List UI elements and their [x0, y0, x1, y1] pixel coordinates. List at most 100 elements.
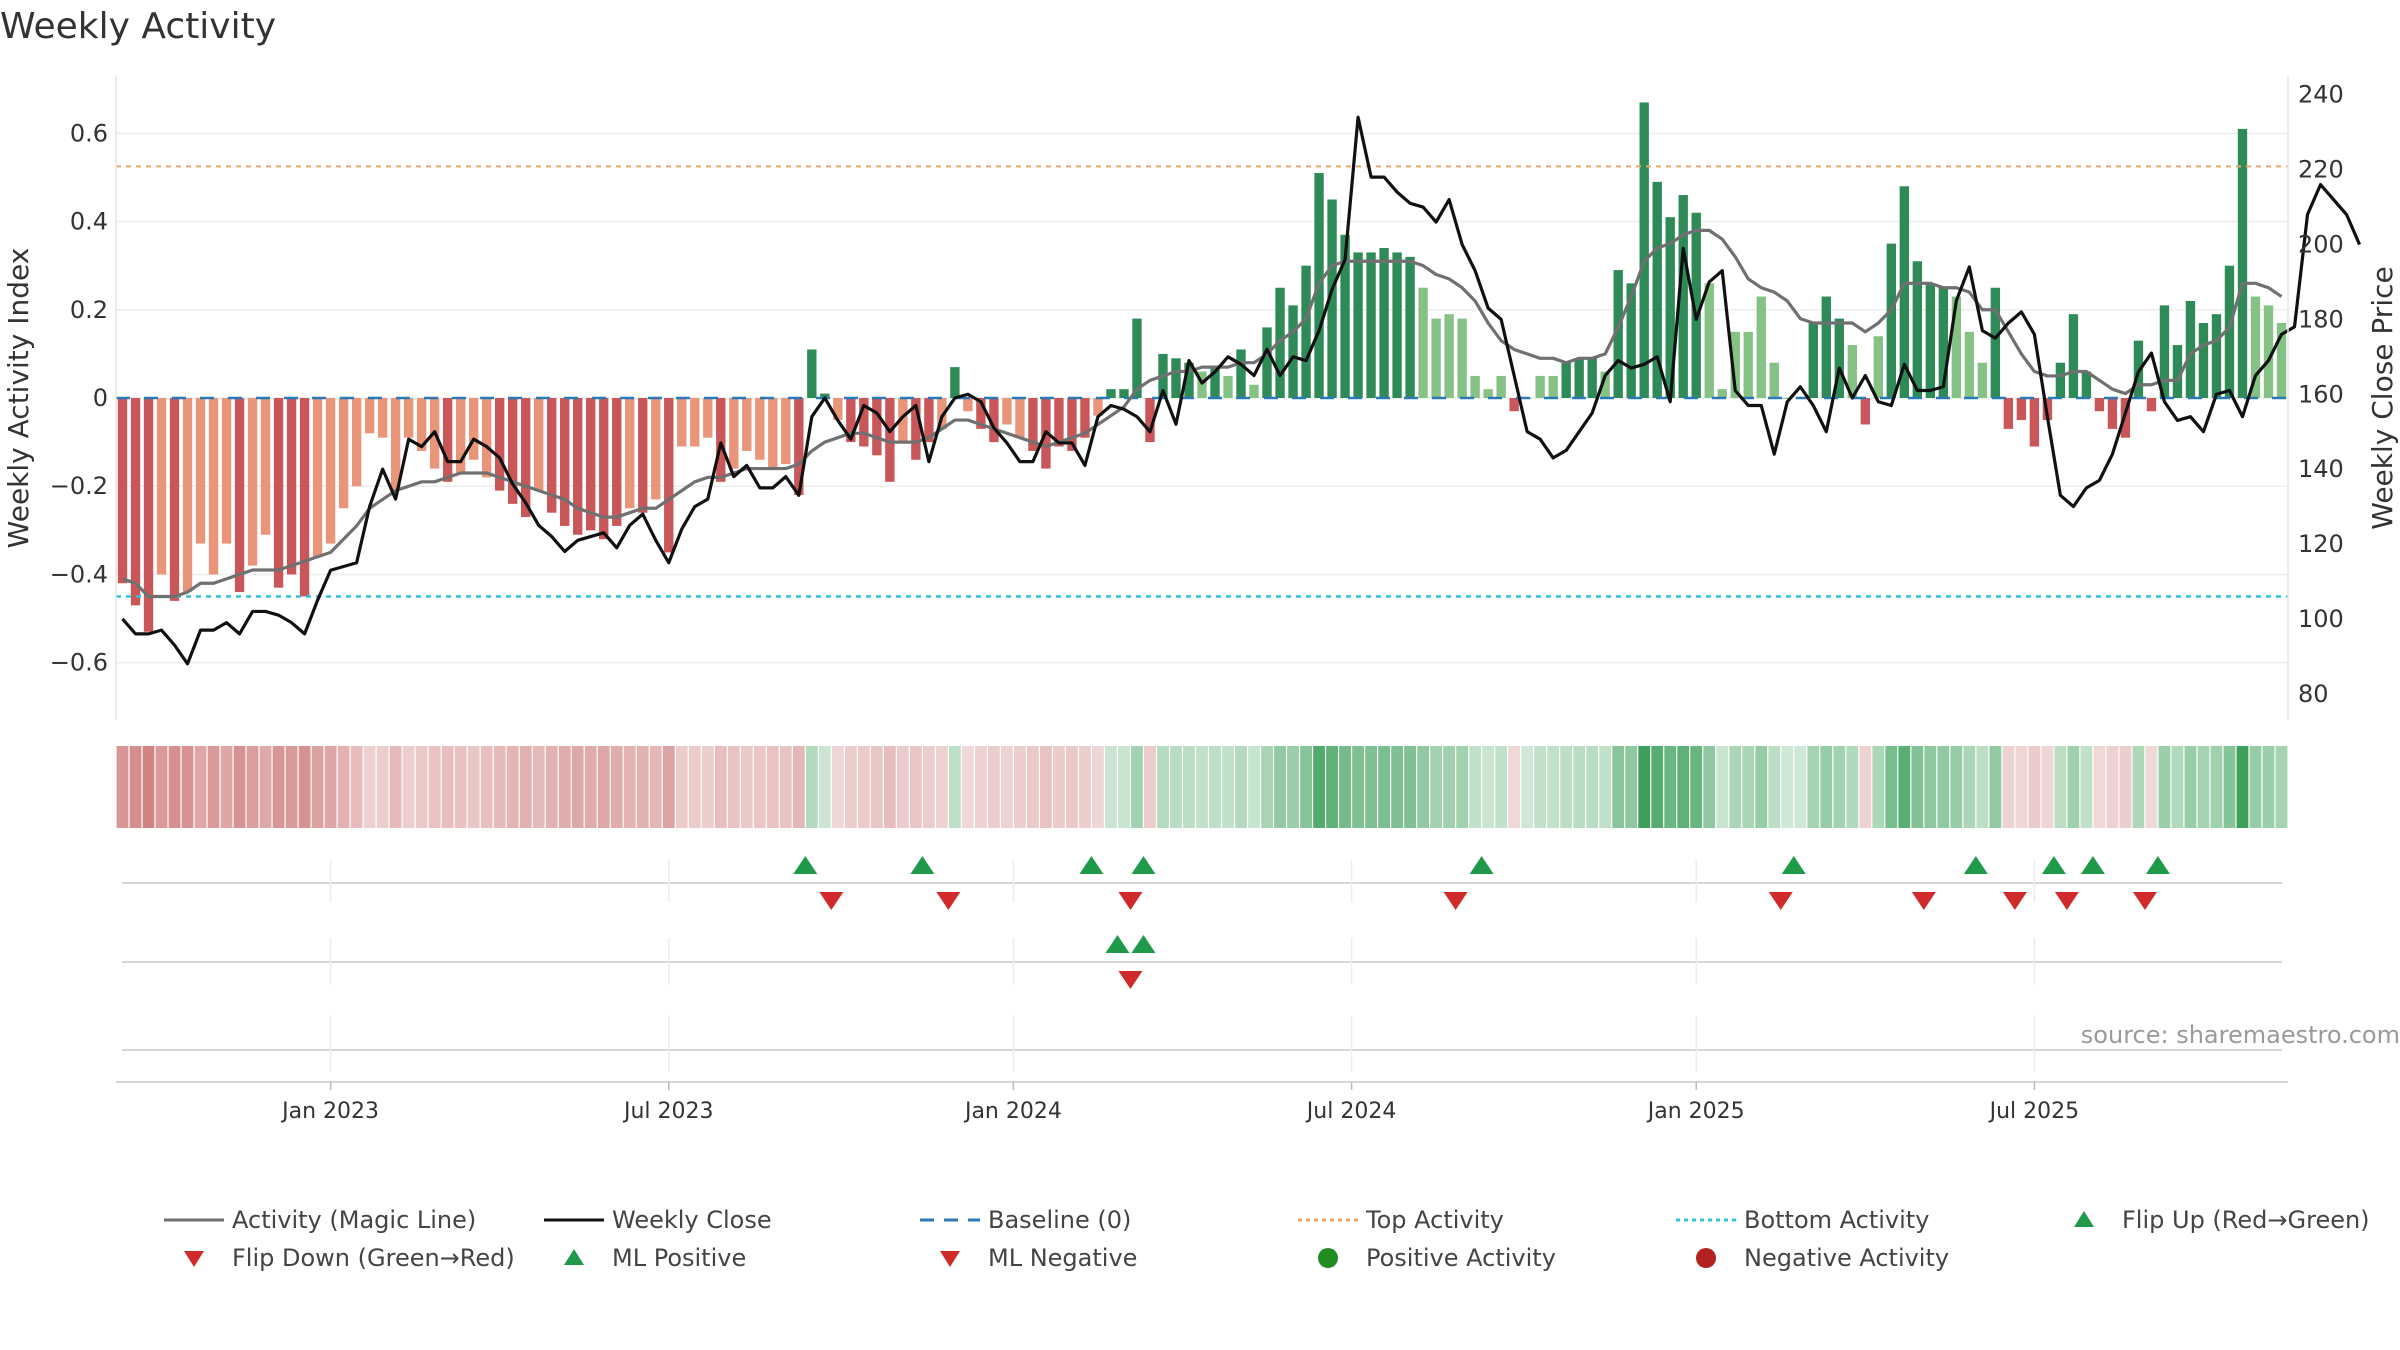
- activity-bar: [898, 398, 908, 443]
- activity-bar: [1639, 102, 1649, 398]
- legend-negative-activity-label: Negative Activity: [1744, 1244, 1950, 1272]
- heat-cell: [285, 746, 298, 828]
- activity-bar: [1210, 367, 1220, 398]
- activity-bar: [794, 398, 804, 496]
- heat-cell: [1430, 746, 1443, 828]
- activity-bar: [508, 398, 518, 504]
- activity-bar: [1002, 398, 1012, 425]
- series-lines: [121, 115, 2362, 666]
- y-right-tick-label: 220: [2298, 156, 2344, 184]
- flip-up-marker: [2041, 856, 2066, 874]
- heat-cell: [1651, 746, 1664, 828]
- activity-bar: [820, 393, 830, 398]
- ml-positive-marker: [1131, 935, 1156, 953]
- heat-cell: [1755, 746, 1768, 828]
- heat-cell: [883, 746, 896, 828]
- x-axis: Jan 2023 Jul 2023 Jan 2024 Jul 2024 Jan 2025…: [116, 1081, 2288, 1124]
- y-right-tick-label: 120: [2298, 530, 2344, 558]
- activity-bar: [1821, 296, 1831, 398]
- activity-bar: [286, 398, 297, 575]
- heat-cell: [1560, 746, 1573, 828]
- activity-bar: [182, 398, 193, 593]
- heat-cell: [2210, 746, 2223, 828]
- flip-down-marker: [819, 892, 844, 910]
- activity-bar: [1717, 389, 1727, 398]
- heat-cell: [1417, 746, 1430, 828]
- activity-bar: [1561, 362, 1571, 398]
- heat-cell: [610, 746, 623, 828]
- legend-baseline-swatch: [920, 1218, 980, 1222]
- heat-cell: [2054, 746, 2067, 828]
- legend-top-activity-swatch: [1298, 1218, 1358, 1222]
- flip-up-marker: [793, 856, 818, 874]
- activity-bar: [1769, 362, 1779, 398]
- heat-cell: [1989, 746, 2002, 828]
- heat-cell: [831, 746, 844, 828]
- activity-bar: [2055, 362, 2066, 398]
- activity-bar: [1873, 336, 1883, 398]
- heat-cell: [636, 746, 649, 828]
- y-left-tick-label: 0.6: [70, 119, 108, 147]
- heat-cell: [1872, 746, 1885, 828]
- legend-magic-line: Activity (Magic Line): [160, 1205, 476, 1235]
- y-left-axis-title: Weekly Activity Index: [2, 248, 35, 549]
- legend-flip-down: Flip Down (Green→Red): [160, 1243, 515, 1273]
- activity-bar: [273, 398, 284, 588]
- legend-bottom-activity-swatch: [1676, 1218, 1736, 1222]
- heat-cell: [1950, 746, 1963, 828]
- activity-bar: [976, 398, 986, 429]
- heat-cell: [1040, 746, 1052, 828]
- heat-cell: [1495, 746, 1508, 828]
- heat-cell: [1846, 746, 1859, 828]
- activity-bar: [963, 398, 973, 412]
- heat-cell: [688, 746, 701, 828]
- activity-bar: [1678, 195, 1688, 398]
- activity-bar: [494, 398, 505, 491]
- heat-cell: [2093, 746, 2106, 828]
- activity-bar: [1431, 318, 1441, 398]
- heat-cell: [1690, 746, 1703, 828]
- heat-cell: [2145, 746, 2158, 828]
- heat-cell: [1027, 746, 1039, 828]
- heat-cell: [1768, 746, 1781, 828]
- activity-bar: [1938, 287, 1949, 398]
- y-left-tick-label: 0.4: [70, 208, 108, 236]
- heat-cell: [246, 746, 259, 828]
- heat-cell: [844, 746, 857, 828]
- flip-down-marker: [2054, 892, 2079, 910]
- flip-up-marker: [1781, 856, 1806, 874]
- x-tick-label: Jul 2025: [1988, 1099, 2080, 1124]
- activity-bar: [299, 398, 310, 597]
- activity-bar: [1509, 398, 1519, 412]
- heat-cell: [571, 746, 584, 828]
- heat-cell: [1053, 746, 1065, 828]
- activity-bar: [2068, 314, 2079, 398]
- heat-cell: [1898, 746, 1911, 828]
- activity-bar: [807, 349, 817, 398]
- activity-bar: [1925, 283, 1936, 398]
- y-left-tick-label: 0: [93, 384, 108, 412]
- legend-ml-positive-swatch: [564, 1249, 584, 1265]
- activity-bar: [2094, 398, 2105, 412]
- activity-bar: [1899, 186, 1910, 398]
- activity-bar: [1392, 252, 1402, 398]
- activity-bar: [547, 398, 557, 513]
- activity-bar: [481, 398, 492, 478]
- heat-cell: [766, 746, 779, 828]
- activity-bar: [117, 398, 128, 584]
- activity-bar: [1106, 389, 1116, 398]
- flip-up-marker: [2145, 856, 2170, 874]
- heat-cell: [1235, 746, 1247, 828]
- heat-cell: [1196, 746, 1208, 828]
- activity-bar: [872, 398, 882, 456]
- legend-flip-down-swatch: [184, 1251, 204, 1267]
- heat-cell: [1534, 746, 1547, 828]
- activity-bar: [1834, 318, 1844, 398]
- legend-flip-up: Flip Up (Red→Green): [2050, 1205, 2370, 1235]
- activity-bar: [234, 398, 245, 593]
- flip-down-marker: [1118, 892, 1143, 910]
- activity-bar: [1093, 398, 1103, 416]
- heat-cell: [779, 746, 792, 828]
- y-right-axis-title: Weekly Close Price: [2366, 266, 2399, 529]
- heat-cell: [207, 746, 220, 828]
